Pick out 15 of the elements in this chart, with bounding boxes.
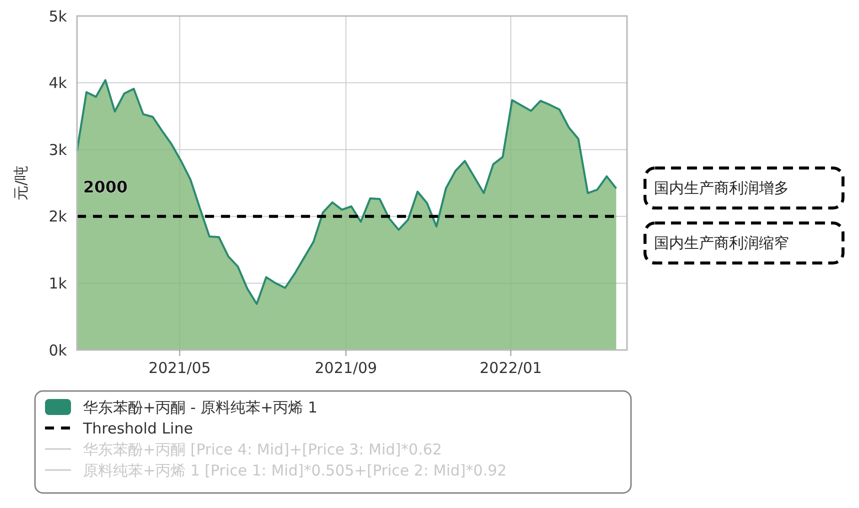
annotation: 2000: [83, 177, 128, 196]
y-axis-title: 元/吨: [12, 165, 30, 201]
x-tick-label: 2021/05: [148, 359, 211, 377]
text: 国内生产商利润增多: [654, 179, 789, 197]
y-tick-label: 0k: [48, 341, 68, 360]
y-tick-label: 1k: [48, 274, 68, 292]
y-tick-label: 3k: [48, 140, 68, 159]
y-tick-label: 5k: [48, 7, 68, 26]
y-tick-label: 4k: [48, 74, 68, 92]
text: 国内生产商利润缩窄: [654, 234, 789, 252]
legend-label: 华东苯酚+丙酮 - 原料纯苯+丙烯 1: [83, 398, 318, 416]
legend-label: Threshold Line: [82, 419, 193, 438]
y-tick-label: 2k: [48, 208, 68, 226]
x-tick-label: 2022/01: [480, 359, 542, 377]
x-tick-label: 2021/09: [314, 359, 378, 377]
